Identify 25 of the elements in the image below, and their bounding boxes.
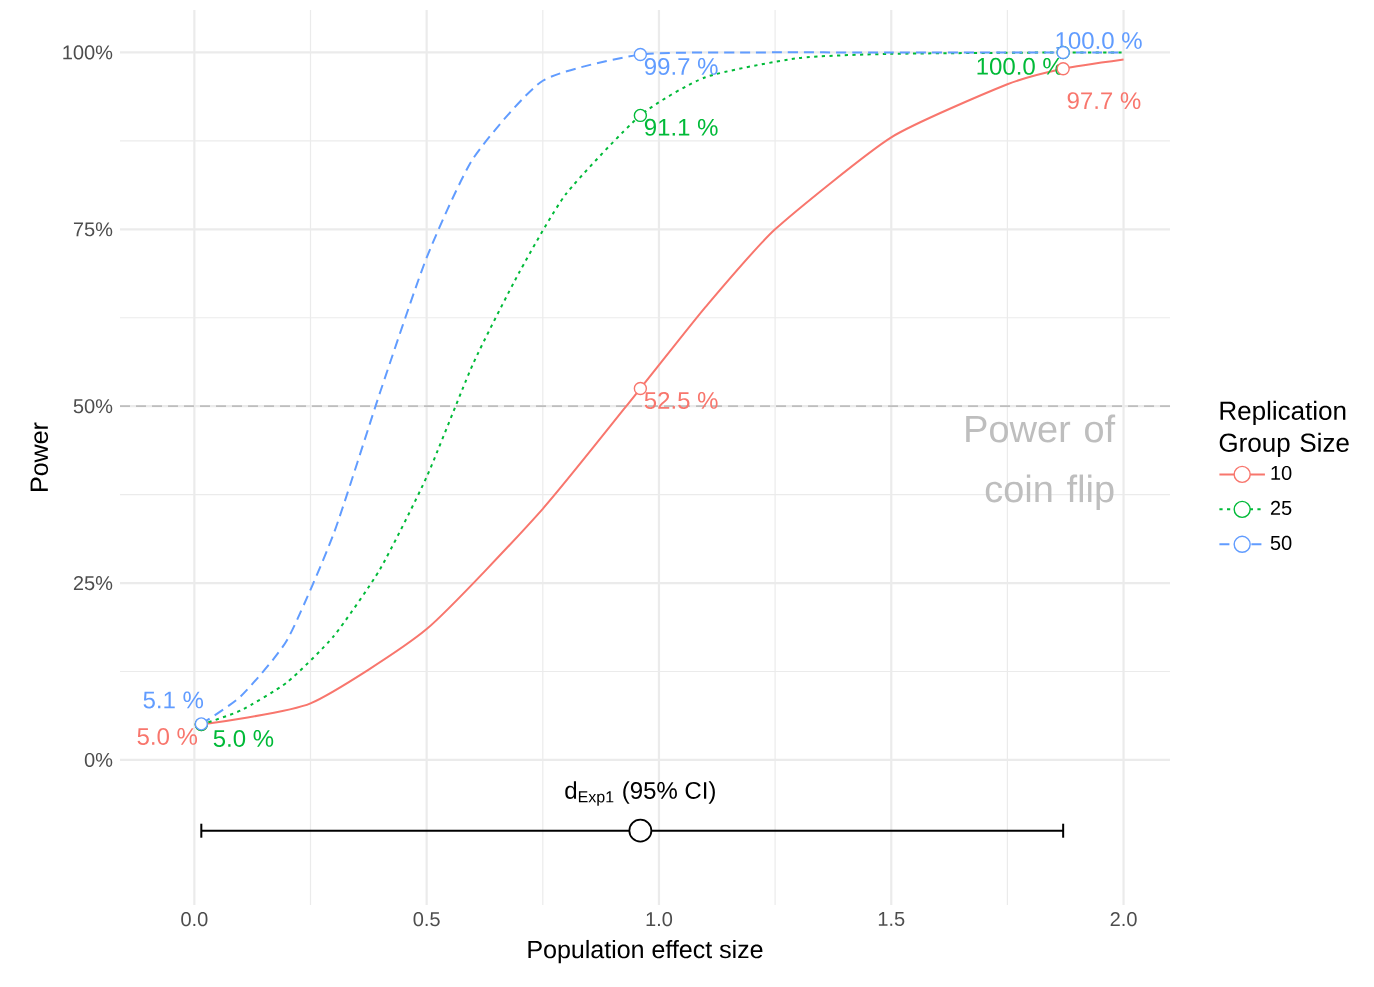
x-tick-label: 0.0 xyxy=(181,912,208,927)
y-tick-label: 0% xyxy=(84,752,113,768)
y-tick-label: 75% xyxy=(73,222,113,237)
data-label: 97.7 % xyxy=(1067,92,1141,110)
data-label: 5.1 % xyxy=(143,691,204,709)
y-axis-title: Power xyxy=(30,422,49,491)
x-tick-label: 1.0 xyxy=(646,912,673,927)
data-label: 5.0 % xyxy=(213,729,274,747)
x-tick-label: 2.0 xyxy=(1110,912,1137,927)
x-axis-title: Population effect size xyxy=(528,939,763,964)
legend-label: 50 xyxy=(1270,535,1292,550)
data-label: 99.7 % xyxy=(644,57,718,75)
y-tick-label: 100% xyxy=(63,45,113,60)
data-label: 52.5 % xyxy=(644,391,718,409)
data-label: 5.0 % xyxy=(137,727,198,745)
ref-line-label: Power of coin flip xyxy=(966,414,1116,510)
legend-label: 10 xyxy=(1271,465,1292,481)
legend-title: Replication Group Size xyxy=(1219,400,1349,458)
legend-label: 25 xyxy=(1270,500,1292,516)
y-tick-label: 50% xyxy=(73,399,113,414)
data-label: 91.1 % xyxy=(644,118,718,136)
annotation: d$_{Exp1}$ (95% CI) xyxy=(565,781,715,806)
y-tick-label: 25% xyxy=(73,576,113,591)
x-tick-label: 0.5 xyxy=(413,912,440,927)
x-tick-label: 1.5 xyxy=(878,912,905,927)
